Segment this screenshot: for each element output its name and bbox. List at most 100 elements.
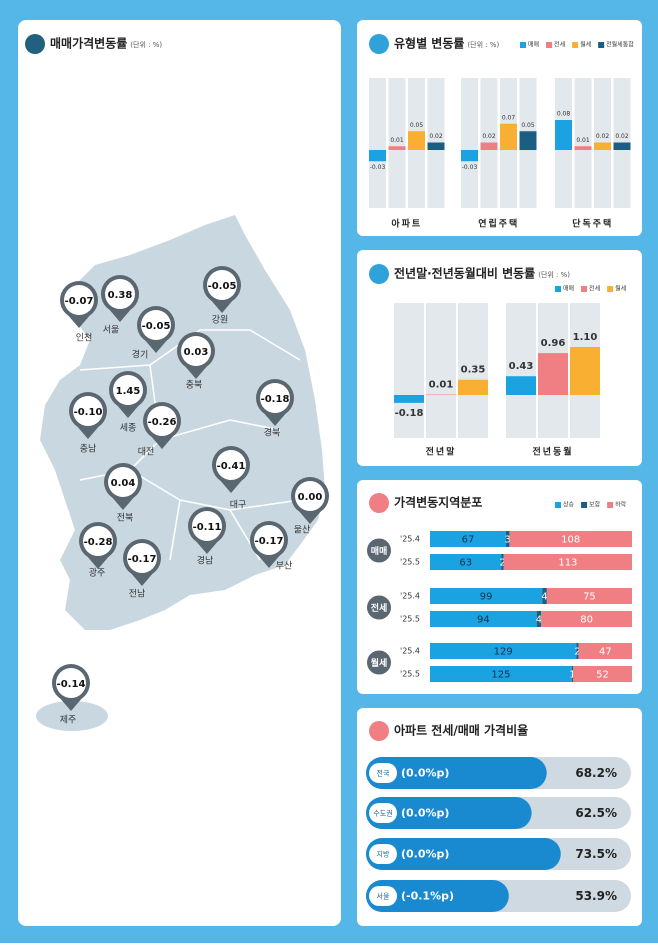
segment-label: 108 (561, 535, 580, 546)
legend-swatch (555, 502, 561, 508)
pin-face (83, 526, 113, 556)
borders (79, 329, 301, 561)
value-label: 0.01 (429, 380, 454, 391)
value-label: 0.02 (429, 133, 443, 140)
pin-value: -0.18 (261, 394, 290, 405)
column-bg (506, 303, 536, 438)
legend-label: 매매 (563, 285, 574, 293)
region-label: 수도권 (373, 810, 392, 818)
jeju (36, 701, 108, 731)
change-label: (0.0%p) (401, 807, 449, 820)
icons (25, 34, 389, 741)
bar (506, 376, 536, 395)
value-label: -0.03 (370, 164, 386, 171)
value-label: 0.07 (502, 114, 516, 121)
segment (501, 554, 504, 570)
badge (369, 803, 397, 823)
period-label: '25.4 (400, 592, 420, 601)
region-label: 지방 (377, 850, 390, 859)
segment (430, 531, 507, 547)
group-label: 매매 (371, 545, 388, 557)
value-label: 0.02 (596, 133, 610, 140)
change-label: (0.0%p) (401, 767, 449, 780)
category-label: 연립주택 (478, 218, 519, 230)
ratio-label: 73.5% (575, 847, 617, 861)
region-label: 전남 (129, 589, 146, 600)
segment-label: 3 (505, 535, 511, 546)
panel-title: 아파트 전세/매매 가격비율 (394, 723, 528, 738)
category-label: 단독주택 (572, 218, 613, 230)
legend-label: 전월세통합 (606, 41, 634, 49)
period-label: '25.5 (400, 670, 420, 679)
region-label: 경남 (197, 555, 214, 567)
change-label: (0.0%p) (401, 848, 449, 861)
segment (542, 588, 547, 604)
region-label: 전북 (117, 513, 134, 524)
panel-title: 유형별 변동률 (394, 36, 464, 51)
segment (576, 643, 579, 659)
badge (369, 844, 397, 864)
bar (427, 142, 445, 150)
value-label: 0.02 (615, 133, 629, 140)
category-label: 아파트 (391, 218, 422, 230)
panel-subtitle: (단위 : %) (467, 40, 499, 49)
value-label: 0.05 (410, 122, 424, 129)
region-label: 광주 (89, 567, 106, 579)
period-label: '25.4 (400, 647, 420, 656)
legend-label: 월세 (580, 41, 591, 49)
segment (430, 554, 502, 570)
pin-value: -0.41 (217, 461, 246, 472)
pin-value: -0.05 (208, 281, 237, 292)
segment (430, 588, 543, 604)
legend-swatch (581, 502, 588, 508)
value-label: 0.02 (482, 133, 496, 140)
column-bg (388, 78, 406, 208)
bar (366, 757, 547, 789)
category-label: 전년말 (426, 446, 457, 458)
segment-label: 67 (462, 535, 475, 546)
pin-value: -0.11 (193, 522, 222, 533)
segment-label: 4 (541, 592, 547, 603)
value-label: 0.08 (557, 111, 571, 118)
pin-face (260, 383, 290, 413)
segment (506, 531, 510, 547)
region-label: 제주 (60, 715, 77, 726)
panel-subtitle: (단위 : %) (130, 40, 162, 49)
pin-face (73, 396, 103, 426)
period-label: '25.5 (400, 615, 420, 624)
legend-swatch (555, 286, 561, 292)
icon (369, 493, 389, 513)
ratio-label: 62.5% (575, 806, 617, 820)
panel-title: 전년말·전년동월대비 변동률 (394, 266, 535, 281)
pin-value: -0.07 (65, 296, 94, 307)
legend-swatch (572, 42, 579, 48)
region-label: 경북 (264, 427, 281, 439)
pin-face (295, 481, 325, 511)
badge (369, 763, 397, 783)
segment-label: 99 (480, 592, 493, 603)
value-label: 0.01 (390, 137, 404, 144)
segment (578, 643, 632, 659)
region-label: 충남 (80, 444, 97, 455)
segment-label: 129 (494, 647, 513, 658)
value-label: 0.05 (521, 122, 535, 129)
segment (430, 666, 572, 682)
legend-label: 전세 (589, 285, 600, 293)
segment (503, 554, 632, 570)
segment-label: 113 (558, 558, 577, 569)
pin-face (192, 511, 222, 541)
segment (430, 611, 537, 627)
pin-face (64, 285, 94, 315)
pin-value: 1.45 (116, 386, 141, 397)
legend-swatch (546, 42, 553, 48)
region-label: 인천 (76, 333, 93, 344)
value-label: -0.18 (395, 408, 424, 419)
period-label: '25.5 (400, 558, 420, 567)
pin-face (141, 310, 171, 340)
panel-title: 매매가격변동률 (50, 36, 127, 51)
bar (408, 131, 425, 150)
legend-label: 전세 (554, 41, 565, 49)
bar (366, 880, 509, 912)
bar (555, 120, 572, 150)
